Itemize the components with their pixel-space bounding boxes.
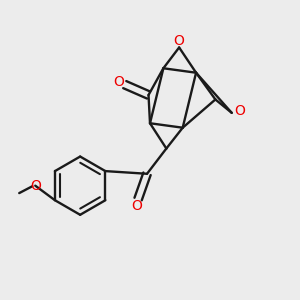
Text: O: O bbox=[235, 104, 245, 118]
Text: O: O bbox=[113, 75, 124, 89]
Text: O: O bbox=[174, 34, 184, 48]
Text: O: O bbox=[30, 179, 41, 193]
Text: O: O bbox=[131, 200, 142, 214]
